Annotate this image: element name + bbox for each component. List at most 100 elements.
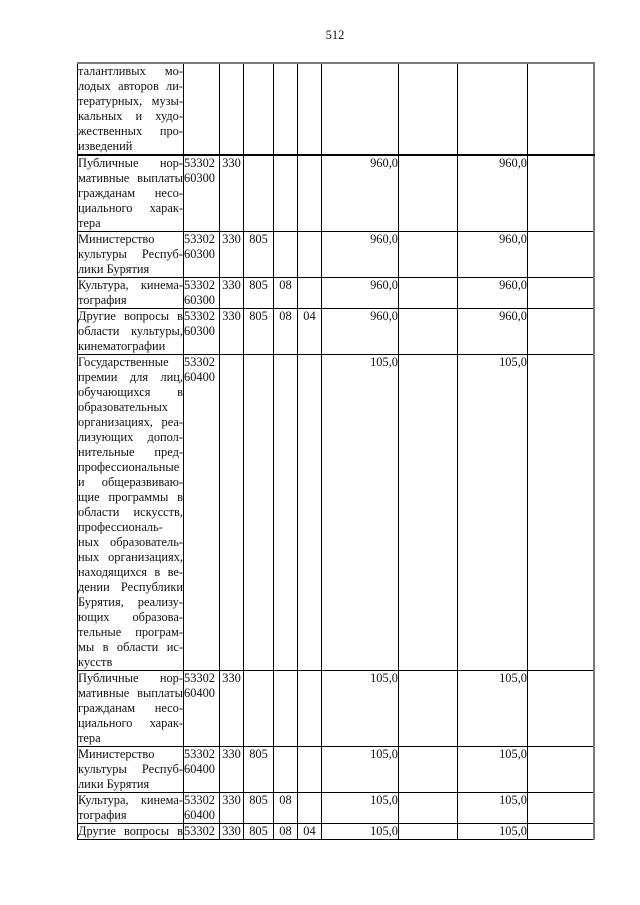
cell-code: 53302 [183, 823, 220, 840]
cell-code: 53302 60400 [183, 670, 220, 747]
cell-amount-2: 105,0 [457, 792, 528, 824]
cell-section [273, 154, 298, 232]
cell-subsection [297, 277, 322, 309]
cell-amount-empty-1 [398, 792, 458, 824]
cell-amount-empty-1 [398, 746, 458, 793]
cell-subsection [297, 746, 322, 793]
cell-grbs: 805 [243, 823, 274, 840]
cell-description: талантливых мо-лодых авторов ли-тературн… [77, 62, 184, 156]
cell-description: Другие вопросы в [77, 823, 184, 840]
cell-expense-type: 330 [219, 823, 244, 840]
cell-amount-2: 960,0 [457, 154, 528, 232]
cell-description: Культура, кинема-тография [77, 277, 184, 309]
cell-amount-2: 960,0 [457, 308, 528, 355]
cell-section: 08 [273, 792, 298, 824]
cell-amount-empty-1 [398, 823, 458, 840]
cell-section [273, 62, 298, 156]
table-row: Публичные нор-мативные выплаты гражданам … [77, 154, 594, 232]
cell-expense-type: 330 [219, 154, 244, 232]
cell-subsection [297, 62, 322, 156]
cell-amount-1: 105,0 [321, 670, 399, 747]
cell-amount-empty-1 [398, 308, 458, 355]
cell-expense-type: 330 [219, 308, 244, 355]
cell-description: Государственные премии для лиц, обучающихс… [77, 354, 184, 671]
cell-expense-type: 330 [219, 746, 244, 793]
cell-amount-1: 960,0 [321, 231, 399, 278]
cell-code: 53302 60400 [183, 354, 220, 671]
cell-section: 08 [273, 823, 298, 840]
cell-amount-empty-2 [527, 354, 594, 671]
cell-subsection [297, 354, 322, 671]
cell-subsection [297, 154, 322, 232]
cell-grbs [243, 354, 274, 671]
cell-amount-2: 960,0 [457, 277, 528, 309]
cell-expense-type: 330 [219, 231, 244, 278]
cell-subsection [297, 231, 322, 278]
cell-expense-type [219, 354, 244, 671]
table-row: Культура, кинема-тография 53302 60400 33… [77, 792, 594, 824]
cell-description: Публичные нор-мативные выплаты гражданам … [77, 670, 184, 747]
cell-code: 53302 60300 [183, 231, 220, 278]
cell-section [273, 746, 298, 793]
cell-amount-2 [457, 62, 528, 156]
cell-expense-type: 330 [219, 792, 244, 824]
cell-amount-empty-2 [527, 792, 594, 824]
page-number: 512 [325, 28, 345, 42]
cell-amount-empty-2 [527, 277, 594, 309]
cell-expense-type [219, 62, 244, 156]
cell-grbs: 805 [243, 277, 274, 309]
cell-amount-empty-2 [527, 62, 594, 156]
cell-expense-type: 330 [219, 670, 244, 747]
cell-amount-1: 105,0 [321, 746, 399, 793]
table-row: Другие вопросы в 53302 330 805 08 04 105… [77, 823, 594, 840]
cell-amount-1 [321, 62, 399, 156]
cell-subsection [297, 670, 322, 747]
cell-code [183, 62, 220, 156]
cell-expense-type: 330 [219, 277, 244, 309]
cell-grbs [243, 62, 274, 156]
cell-amount-empty-2 [527, 154, 594, 232]
table-row: Другие вопросы в области культуры, кинемат… [77, 308, 594, 355]
cell-description: Министерство культуры Респуб-лики Бурятия [77, 746, 184, 793]
cell-subsection: 04 [297, 823, 322, 840]
cell-amount-empty-2 [527, 823, 594, 840]
cell-section: 08 [273, 308, 298, 355]
cell-grbs: 805 [243, 792, 274, 824]
cell-description: Министерство культуры Респуб-лики Бурятия [77, 231, 184, 278]
table-row: Государственные премии для лиц, обучающихс… [77, 354, 594, 671]
cell-amount-2: 105,0 [457, 670, 528, 747]
cell-amount-1: 960,0 [321, 154, 399, 232]
cell-grbs: 805 [243, 308, 274, 355]
cell-code: 53302 60300 [183, 308, 220, 355]
cell-amount-empty-1 [398, 231, 458, 278]
cell-amount-empty-1 [398, 62, 458, 156]
cell-description: Культура, кинема-тография [77, 792, 184, 824]
cell-amount-2: 105,0 [457, 823, 528, 840]
cell-amount-1: 960,0 [321, 277, 399, 309]
cell-section [273, 354, 298, 671]
cell-amount-empty-2 [527, 231, 594, 278]
cell-amount-1: 105,0 [321, 354, 399, 671]
cell-grbs: 805 [243, 746, 274, 793]
cell-section [273, 670, 298, 747]
cell-grbs [243, 154, 274, 232]
cell-amount-1: 105,0 [321, 823, 399, 840]
cell-code: 53302 60300 [183, 154, 220, 232]
cell-amount-empty-1 [398, 277, 458, 309]
cell-code: 53302 60300 [183, 277, 220, 309]
table-row: Министерство культуры Респуб-лики Бурятия… [77, 231, 594, 278]
cell-amount-empty-1 [398, 670, 458, 747]
cell-amount-empty-1 [398, 154, 458, 232]
cell-amount-1: 960,0 [321, 308, 399, 355]
table-row: Публичные нор-мативные выплаты гражданам … [77, 670, 594, 747]
cell-amount-2: 105,0 [457, 746, 528, 793]
cell-subsection [297, 792, 322, 824]
cell-amount-2: 960,0 [457, 231, 528, 278]
cell-amount-1: 105,0 [321, 792, 399, 824]
cell-section: 08 [273, 277, 298, 309]
cell-grbs: 805 [243, 231, 274, 278]
cell-amount-empty-1 [398, 354, 458, 671]
cell-subsection: 04 [297, 308, 322, 355]
cell-grbs [243, 670, 274, 747]
